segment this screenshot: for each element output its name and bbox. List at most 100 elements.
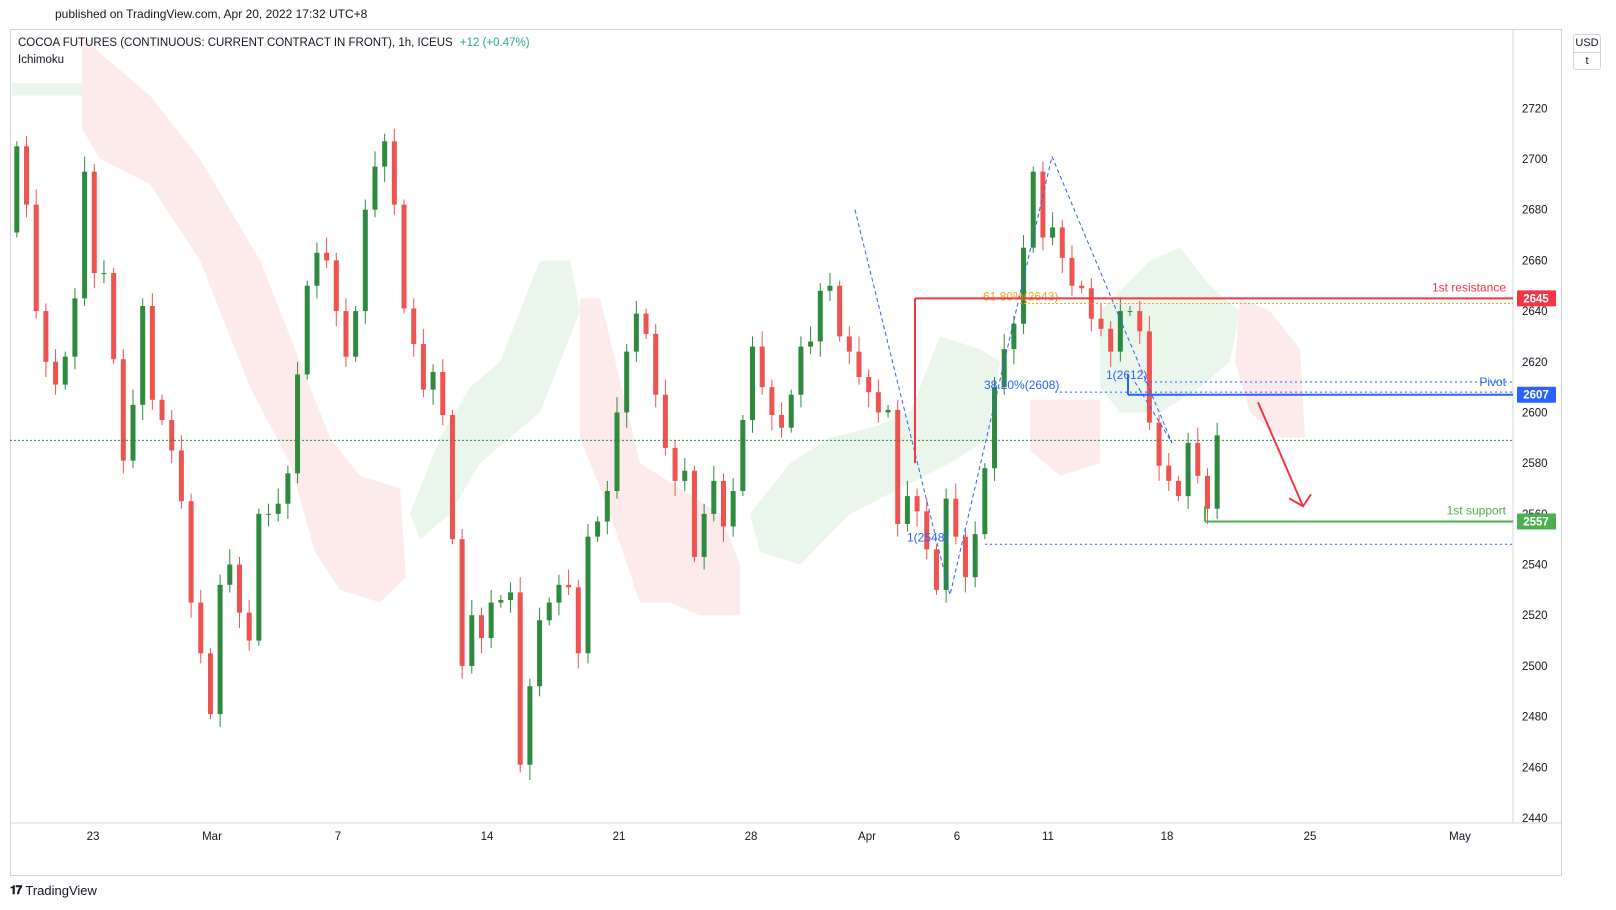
candle-body xyxy=(188,501,194,603)
x-tick-label: 23 xyxy=(87,831,100,843)
candle-body xyxy=(566,584,572,588)
candle-body xyxy=(914,496,920,512)
candle-body xyxy=(740,420,746,492)
candle-body xyxy=(198,602,204,654)
kumo-bear-segment xyxy=(1235,298,1305,438)
y-tick-label: 2700 xyxy=(1522,154,1548,166)
candle-body xyxy=(866,376,872,393)
brand[interactable]: 𝟏𝟕 TradingView xyxy=(10,883,97,898)
candle-body xyxy=(391,141,397,205)
candle-body xyxy=(178,450,184,502)
kumo-bull-segment xyxy=(12,82,82,96)
published-info: published on TradingView.com, Apr 20, 20… xyxy=(55,7,368,21)
candle-body xyxy=(24,146,30,205)
candle-body xyxy=(295,374,301,474)
candle-body xyxy=(1079,285,1085,289)
candle-body xyxy=(750,346,756,421)
candle-body xyxy=(91,171,97,274)
candle-body xyxy=(440,371,446,415)
fib-label: 38.20%(2608) xyxy=(984,378,1059,392)
candlestick-series xyxy=(14,128,1220,780)
price-tag-text: 2645 xyxy=(1523,293,1549,305)
candle-body xyxy=(662,394,668,448)
y-tick-label: 2460 xyxy=(1522,762,1548,774)
y-tick-label: 2540 xyxy=(1522,560,1548,572)
candle-body xyxy=(808,341,814,347)
candle-body xyxy=(691,470,697,557)
x-tick-label: Mar xyxy=(202,831,222,843)
resistance-label: 1st resistance xyxy=(1432,280,1506,294)
candle-body xyxy=(382,141,388,167)
x-tick-label: May xyxy=(1449,831,1471,843)
y-tick-label: 2440 xyxy=(1522,813,1548,825)
x-tick-label: Apr xyxy=(858,831,876,843)
candle-body xyxy=(14,146,20,233)
candle-body xyxy=(614,412,620,492)
price-change: +12 (+0.47%) xyxy=(459,37,530,49)
y-tick-label: 2480 xyxy=(1522,712,1548,724)
candle-body xyxy=(517,592,523,765)
projection-arrow-head xyxy=(1288,493,1312,508)
y-tick-label: 2500 xyxy=(1522,661,1548,673)
candle-body xyxy=(537,620,543,687)
candle-body xyxy=(962,536,968,578)
candle-body xyxy=(488,602,494,639)
candle-body xyxy=(343,311,349,357)
candle-body xyxy=(779,414,785,428)
candle-body xyxy=(1030,171,1036,248)
support-label: 1st support xyxy=(1447,503,1507,517)
candle-body xyxy=(1204,475,1210,509)
y-tick-label: 2660 xyxy=(1522,255,1548,267)
candle-body xyxy=(1117,311,1123,352)
candle-body xyxy=(430,371,436,390)
indicator-label[interactable]: Ichimoku xyxy=(18,54,65,66)
candle-body xyxy=(595,521,601,537)
chart-legend: COCOA FUTURES (CONTINUOUS: CURRENT CONTR… xyxy=(18,35,530,69)
candle-body xyxy=(411,308,417,345)
y-tick-label: 2640 xyxy=(1522,306,1548,318)
brand-label: TradingView xyxy=(25,883,97,898)
candle-body xyxy=(982,468,988,535)
chart-frame[interactable] xyxy=(10,29,1562,876)
fib-label: 61.80%(2643) xyxy=(983,289,1058,303)
candle-body xyxy=(1127,311,1133,313)
kumo-bull-segment xyxy=(750,336,1000,565)
candle-body xyxy=(1166,465,1172,481)
candle-body xyxy=(1214,435,1220,509)
kumo-bear-segment xyxy=(1030,399,1100,476)
candle-body xyxy=(759,346,765,388)
candle-body xyxy=(246,612,252,641)
candle-body xyxy=(285,473,291,504)
candle-body xyxy=(1108,328,1114,352)
candle-body xyxy=(82,171,88,299)
currency-unit-button[interactable]: USD t xyxy=(1573,34,1601,70)
candle-body xyxy=(314,252,320,286)
candle-body xyxy=(372,166,378,210)
price-tag-text: 2557 xyxy=(1523,516,1549,528)
candle-body xyxy=(111,273,117,360)
candle-body xyxy=(498,600,504,603)
fib-zigzag xyxy=(854,154,1173,596)
candle-body xyxy=(227,564,233,585)
candle-body xyxy=(885,409,891,413)
candle-body xyxy=(711,480,717,514)
candle-body xyxy=(478,615,484,639)
candle-body xyxy=(62,356,68,385)
price-tag-text: 2607 xyxy=(1523,390,1549,402)
y-tick-label: 2620 xyxy=(1522,357,1548,369)
candle-body xyxy=(1175,480,1181,497)
candle-body xyxy=(720,480,726,527)
candle-body xyxy=(546,602,552,621)
candle-body xyxy=(856,351,862,377)
candle-body xyxy=(895,409,901,524)
symbol-title[interactable]: COCOA FUTURES (CONTINUOUS: CURRENT CONTR… xyxy=(18,37,453,49)
candle-body xyxy=(53,361,59,385)
unit-label: t xyxy=(1574,52,1600,70)
y-tick-label: 2580 xyxy=(1522,458,1548,470)
candle-body xyxy=(924,511,930,550)
candle-body xyxy=(140,306,146,405)
candle-body xyxy=(459,539,465,666)
candle-body xyxy=(527,686,533,765)
candle-body xyxy=(672,447,678,481)
